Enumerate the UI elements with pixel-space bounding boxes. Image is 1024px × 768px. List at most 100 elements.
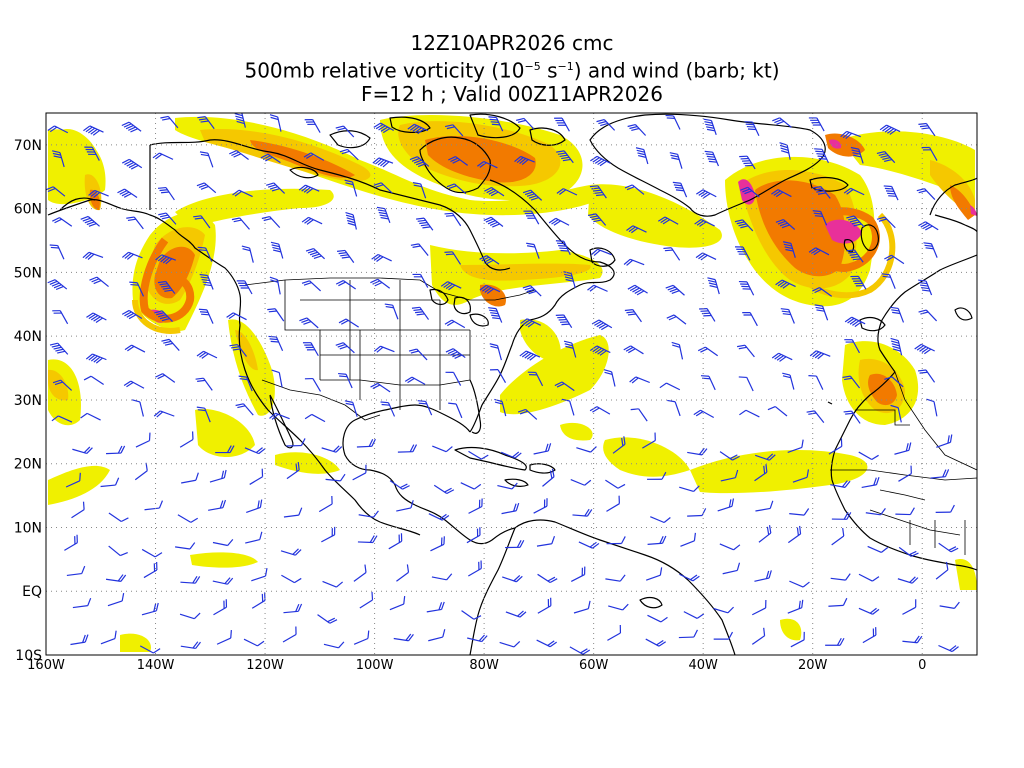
wind-barb xyxy=(608,603,629,611)
wind-barb xyxy=(89,276,109,288)
wind-barb xyxy=(108,512,129,523)
wind-barb xyxy=(175,542,196,550)
wind-barb xyxy=(235,403,254,416)
wind-barb xyxy=(555,314,573,329)
title-exponent: −1 xyxy=(557,60,574,73)
wind-barb xyxy=(867,545,889,553)
wind-barb xyxy=(938,644,959,653)
wind-barb xyxy=(229,343,248,357)
wind-barb xyxy=(890,306,905,323)
wind-barb xyxy=(734,246,751,261)
wind-barb xyxy=(177,514,199,523)
latitude-tick-label: 20N xyxy=(14,457,42,473)
wind-barb xyxy=(286,461,300,480)
wind-barb xyxy=(129,281,145,297)
wind-barb xyxy=(66,565,86,577)
wind-barb xyxy=(897,576,919,584)
wind-barb xyxy=(484,186,505,197)
wind-barb xyxy=(121,158,143,170)
wind-barb xyxy=(376,206,391,224)
wind-barb xyxy=(666,314,687,325)
latitude-tick-label: 70N xyxy=(14,138,42,154)
wind-barb xyxy=(153,410,175,418)
wind-barb xyxy=(105,574,127,582)
wind-barb xyxy=(787,525,802,544)
wind-barb xyxy=(433,484,455,495)
wind-barb xyxy=(107,592,125,607)
wind-barb xyxy=(767,406,788,417)
wind-barb xyxy=(657,216,679,225)
wind-barb xyxy=(576,446,597,453)
title-line-2-part: ) and wind (barb; kt) xyxy=(573,58,780,83)
wind-barb xyxy=(647,535,667,545)
wind-barb xyxy=(298,184,320,194)
wind-barb xyxy=(134,462,148,481)
wind-barb xyxy=(466,527,481,544)
wind-barb xyxy=(404,376,426,385)
wind-barb xyxy=(693,409,714,418)
wind-barb xyxy=(548,217,570,226)
wind-barb xyxy=(719,451,740,461)
wind-barb xyxy=(842,375,861,389)
wind-barb xyxy=(448,402,463,419)
wind-barb xyxy=(505,610,527,618)
wind-barb xyxy=(448,156,469,166)
wind-barb xyxy=(251,592,266,609)
wind-barb xyxy=(181,472,199,484)
wind-barb xyxy=(772,117,792,128)
wind-barb xyxy=(667,399,681,417)
wind-barb xyxy=(82,251,104,260)
wind-barb xyxy=(161,338,180,351)
wind-barb xyxy=(152,152,174,160)
wind-barb xyxy=(876,150,896,164)
wind-barb xyxy=(713,631,734,640)
wind-barb xyxy=(898,546,919,557)
wind-barb xyxy=(241,245,254,263)
wind-barb xyxy=(409,156,430,168)
wind-barb xyxy=(921,146,938,161)
wind-barb xyxy=(49,342,69,355)
wind-barb xyxy=(212,539,234,547)
wind-barb xyxy=(556,188,578,196)
wind-barb xyxy=(678,629,698,639)
wind-barb xyxy=(844,316,866,328)
wind-barb xyxy=(627,284,648,296)
wind-barb xyxy=(591,319,613,331)
wind-barb xyxy=(542,468,555,487)
wind-barb xyxy=(371,253,392,263)
wind-barb xyxy=(936,434,953,448)
wind-barb xyxy=(717,498,735,512)
wind-barb xyxy=(624,184,645,195)
wind-barb xyxy=(642,432,656,449)
wind-barb xyxy=(589,406,611,415)
wind-barb xyxy=(356,438,376,448)
wind-barb xyxy=(734,219,754,232)
wind-barb xyxy=(752,599,767,616)
wind-barb xyxy=(49,244,65,260)
wind-barb xyxy=(430,536,445,552)
wind-barb xyxy=(199,273,214,290)
wind-barb xyxy=(879,124,901,135)
wind-barb xyxy=(479,255,500,265)
wind-barb xyxy=(812,210,828,226)
latitude-labels: 70N 60N 50N 40N 30N 20N 10N EQ 10S xyxy=(14,138,42,664)
wind-barb xyxy=(301,216,323,225)
wind-barb xyxy=(918,309,938,322)
wind-barb xyxy=(389,480,410,490)
wind-barb xyxy=(251,568,268,582)
wind-barb xyxy=(792,469,810,483)
wind-barb xyxy=(742,311,758,327)
wind-barb xyxy=(318,495,333,513)
wind-barb xyxy=(606,495,620,512)
wind-barb xyxy=(923,242,938,258)
wind-barb xyxy=(720,469,739,482)
wind-barb xyxy=(812,287,833,297)
wind-barb xyxy=(246,499,263,513)
wind-barb xyxy=(665,284,685,296)
wind-barb xyxy=(523,210,540,225)
longitude-labels: 160W 140W 120W 100W 80W 60W 40W 20W 0 xyxy=(27,658,926,673)
latitude-tick-label: 50N xyxy=(14,265,42,281)
wind-barb xyxy=(519,350,541,361)
wind-barb xyxy=(199,151,214,168)
wind-barb xyxy=(269,114,282,132)
